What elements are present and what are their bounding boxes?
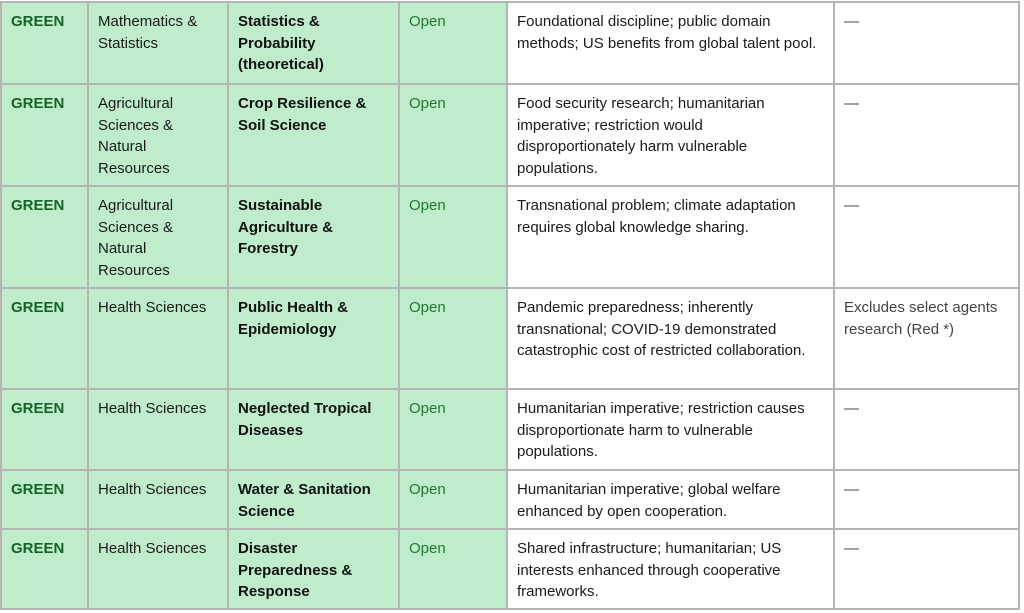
table-row: GREEN Health Sciences Water & Sanitation S… — [0, 469, 1020, 530]
field-cell: Agricultural Sciences & Natural Resource… — [87, 83, 229, 187]
rationale-cell: Transnational problem; climate adaptatio… — [506, 185, 835, 289]
notes-cell: — — [833, 83, 1020, 187]
notes-cell: — — [833, 1, 1020, 85]
field-cell: Agricultural Sciences & Natural Resource… — [87, 185, 229, 289]
field-cell: Mathematics & Statistics — [87, 1, 229, 85]
subfield-cell: Neglected Tropical Diseases — [227, 388, 400, 471]
table-row: GREEN Health Sciences Neglected Tropical D… — [0, 388, 1020, 471]
level-cell: GREEN — [0, 83, 89, 187]
rationale-cell: Food security research; humanitarian imp… — [506, 83, 835, 187]
notes-cell: — — [833, 185, 1020, 289]
table-row: GREEN Mathematics & Statistics Statistics … — [0, 1, 1020, 85]
subfield-cell: Disaster Preparedness & Response — [227, 528, 400, 610]
rationale-cell: Pandemic preparedness; inherently transn… — [506, 287, 835, 390]
rationale-cell: Humanitarian imperative; global welfare … — [506, 469, 835, 530]
table-row: GREEN Health Sciences Public Health & Epid… — [0, 287, 1020, 390]
rationale-cell: Foundational discipline; public domain m… — [506, 1, 835, 85]
subfield-cell: Statistics & Probability (theoretical) — [227, 1, 400, 85]
subfield-cell: Water & Sanitation Science — [227, 469, 400, 530]
level-cell: GREEN — [0, 528, 89, 610]
rationale-cell: Humanitarian imperative; restriction cau… — [506, 388, 835, 471]
field-cell: Health Sciences — [87, 287, 229, 390]
status-cell: Open — [398, 388, 508, 471]
status-cell: Open — [398, 1, 508, 85]
subfield-cell: Sustainable Agriculture & Forestry — [227, 185, 400, 289]
table-row: GREEN Agricultural Sciences & Natural Res… — [0, 83, 1020, 187]
field-cell: Health Sciences — [87, 528, 229, 610]
status-cell: Open — [398, 469, 508, 530]
subfield-cell: Crop Resilience & Soil Science — [227, 83, 400, 187]
level-cell: GREEN — [0, 287, 89, 390]
subfield-cell: Public Health & Epidemiology — [227, 287, 400, 390]
status-cell: Open — [398, 185, 508, 289]
level-cell: GREEN — [0, 469, 89, 530]
status-cell: Open — [398, 287, 508, 390]
field-cell: Health Sciences — [87, 388, 229, 471]
status-cell: Open — [398, 528, 508, 610]
table-row: GREEN Health Sciences Disaster Preparednes… — [0, 528, 1020, 610]
level-cell: GREEN — [0, 185, 89, 289]
notes-cell: Excludes select agents research (Red *) — [833, 287, 1020, 390]
table-row: GREEN Agricultural Sciences & Natural Res… — [0, 185, 1020, 289]
status-cell: Open — [398, 83, 508, 187]
level-cell: GREEN — [0, 1, 89, 85]
rationale-cell: Shared infrastructure; humanitarian; US … — [506, 528, 835, 610]
notes-cell: — — [833, 388, 1020, 471]
field-cell: Health Sciences — [87, 469, 229, 530]
notes-cell: — — [833, 528, 1020, 610]
level-cell: GREEN — [0, 388, 89, 471]
notes-cell: — — [833, 469, 1020, 530]
